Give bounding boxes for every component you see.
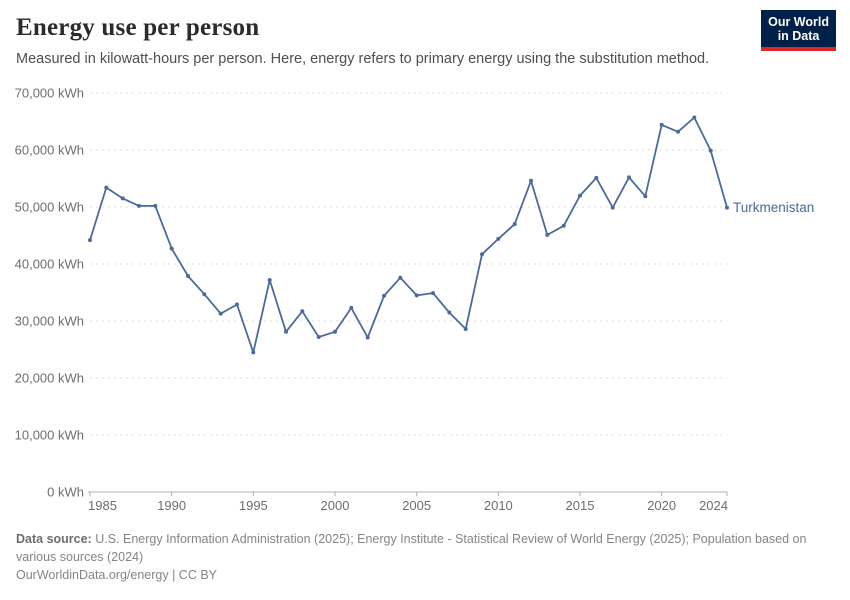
data-point[interactable] bbox=[235, 302, 239, 307]
y-tick-label: 40,000 kWh bbox=[15, 257, 84, 272]
x-tick-label: 2005 bbox=[402, 498, 431, 513]
data-point[interactable] bbox=[708, 148, 713, 153]
data-point[interactable] bbox=[218, 311, 223, 316]
page-title: Energy use per person bbox=[16, 14, 260, 41]
data-point[interactable] bbox=[365, 335, 370, 340]
y-tick-label: 50,000 kWh bbox=[15, 200, 84, 215]
y-tick-label: 70,000 kWh bbox=[15, 86, 84, 101]
data-point[interactable] bbox=[88, 238, 92, 243]
data-point[interactable] bbox=[104, 185, 109, 190]
data-point[interactable] bbox=[382, 293, 386, 298]
owid-logo-line2: in Data bbox=[777, 29, 820, 43]
data-source-label: Data source: bbox=[16, 532, 92, 546]
data-point[interactable] bbox=[431, 291, 435, 296]
data-point[interactable] bbox=[627, 175, 631, 180]
data-point[interactable] bbox=[480, 252, 484, 257]
line-chart[interactable]: 0 kWh 10,000 kWh 20,000 kWh 30,000 kWh 40,00… bbox=[0, 0, 850, 530]
owid-logo[interactable]: Our World in Data bbox=[761, 10, 836, 51]
x-tick-label: 1985 bbox=[88, 498, 117, 513]
y-tick-label: 30,000 kWh bbox=[15, 314, 84, 329]
data-point[interactable] bbox=[545, 232, 550, 237]
data-point[interactable] bbox=[463, 327, 468, 331]
data-point[interactable] bbox=[725, 205, 729, 210]
page-subtitle: Measured in kilowatt-hours per person. H… bbox=[16, 51, 710, 67]
data-point[interactable] bbox=[300, 309, 305, 314]
y-tick-label: 10,000 kWh bbox=[15, 428, 84, 443]
x-tick-label: 2024 bbox=[699, 498, 728, 513]
data-point[interactable] bbox=[643, 194, 648, 199]
data-point[interactable] bbox=[398, 275, 403, 280]
data-point[interactable] bbox=[333, 329, 337, 334]
data-point[interactable] bbox=[137, 203, 141, 208]
data-point[interactable] bbox=[561, 223, 566, 228]
entity-label[interactable]: Turkmenistan bbox=[733, 200, 814, 215]
data-point[interactable] bbox=[578, 193, 582, 198]
data-source-note: Data source: U.S. Energy Information Adm… bbox=[16, 531, 811, 566]
y-tick-label: 60,000 kWh bbox=[15, 143, 84, 158]
data-point[interactable] bbox=[349, 305, 354, 310]
data-source-text: U.S. Energy Information Administration (… bbox=[16, 532, 807, 564]
x-tick-label: 2000 bbox=[321, 498, 350, 513]
data-point[interactable] bbox=[153, 203, 158, 208]
data-point[interactable] bbox=[414, 293, 419, 298]
data-point[interactable] bbox=[692, 115, 697, 120]
data-point[interactable] bbox=[512, 222, 517, 227]
data-line[interactable] bbox=[89, 116, 728, 354]
data-point[interactable] bbox=[120, 196, 125, 201]
x-tick-label: 1990 bbox=[157, 498, 186, 513]
x-tick-label: 2010 bbox=[484, 498, 513, 513]
data-point[interactable] bbox=[202, 292, 207, 297]
x-tick-label: 2020 bbox=[647, 498, 676, 513]
data-point[interactable] bbox=[186, 274, 190, 278]
data-point[interactable] bbox=[529, 178, 533, 183]
data-point[interactable] bbox=[267, 278, 272, 282]
data-point[interactable] bbox=[594, 175, 599, 180]
data-point[interactable] bbox=[496, 236, 501, 241]
y-tick-label: 20,000 kWh bbox=[15, 371, 84, 386]
data-point[interactable] bbox=[169, 246, 174, 251]
x-tick-label: 1995 bbox=[239, 498, 268, 513]
data-point[interactable] bbox=[316, 335, 321, 339]
license-note[interactable]: OurWorldinData.org/energy | CC BY bbox=[16, 568, 218, 582]
x-tick-label: 2015 bbox=[566, 498, 595, 513]
data-point[interactable] bbox=[447, 310, 452, 315]
owid-logo-line1: Our World bbox=[768, 15, 829, 29]
data-point[interactable] bbox=[676, 129, 680, 134]
data-point[interactable] bbox=[251, 350, 256, 355]
data-point[interactable] bbox=[284, 329, 288, 334]
y-tick-label: 0 kWh bbox=[47, 485, 84, 500]
data-point[interactable] bbox=[610, 205, 615, 210]
data-point[interactable] bbox=[659, 122, 664, 127]
